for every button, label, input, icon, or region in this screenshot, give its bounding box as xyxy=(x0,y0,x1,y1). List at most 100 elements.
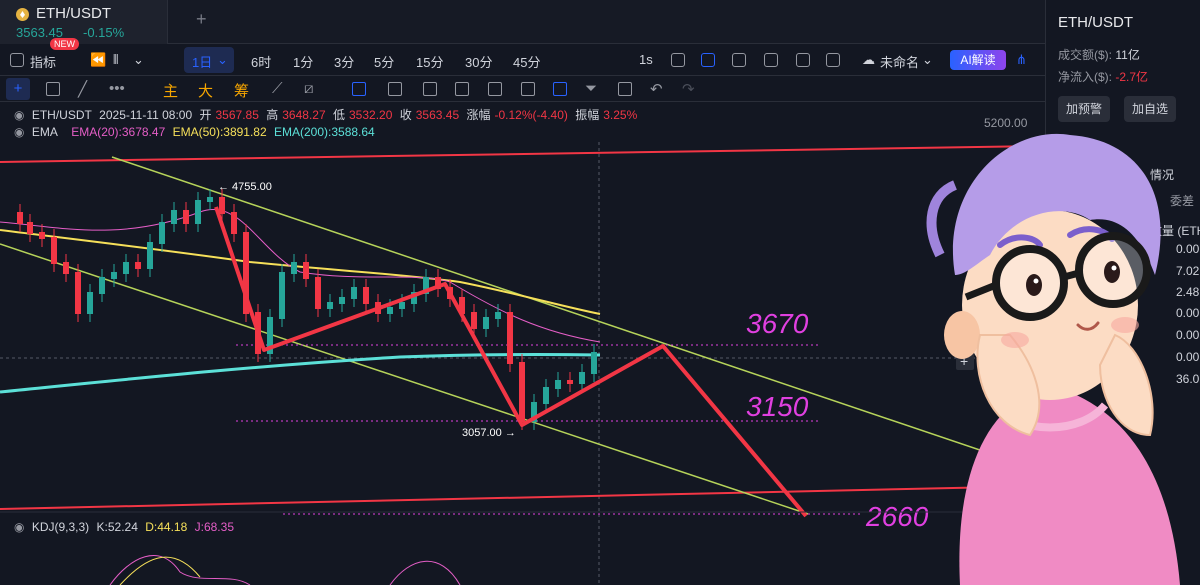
panel-value-6: 36.02 xyxy=(1176,372,1200,386)
brush-icon[interactable] xyxy=(423,82,437,96)
tool-big-order[interactable]: 大 xyxy=(198,83,214,100)
eye-icon[interactable] xyxy=(521,82,535,96)
forecast-zigzag xyxy=(214,206,808,518)
candle-body xyxy=(291,262,297,274)
turnover-label: 成交额($): xyxy=(1058,48,1113,62)
candle-body xyxy=(243,232,249,314)
rewind-icon[interactable]: ⏪ xyxy=(90,52,107,67)
new-badge: NEW xyxy=(50,38,79,50)
candle-body xyxy=(147,242,153,269)
layout-icon[interactable] xyxy=(764,53,778,67)
add-alert-button[interactable]: 加预警 xyxy=(1058,96,1111,122)
panel-value-0: 0.00 xyxy=(1176,242,1200,256)
legend-high: 3648.27 xyxy=(282,108,326,122)
kdj-j-line xyxy=(109,555,251,585)
add-watchlist-button[interactable]: 加自选 xyxy=(1124,96,1177,122)
legend-eye-icon: ◉ xyxy=(14,108,25,122)
draw-select-icon[interactable] xyxy=(352,82,366,96)
kdj-d-line xyxy=(119,556,201,585)
interval-1s[interactable]: 1s xyxy=(639,52,653,67)
ema200-line xyxy=(0,352,601,394)
interval-15m[interactable]: 15分 xyxy=(416,55,444,70)
redo-icon[interactable]: ↷ xyxy=(682,81,695,98)
tab-change: -0.15% xyxy=(83,25,125,40)
rectangle-icon[interactable] xyxy=(46,82,60,96)
candle-body xyxy=(351,287,357,299)
candle-body xyxy=(435,277,441,289)
price-chart[interactable]: ◉ ETH/USDT 2025-11-11 08:00 开 3567.85 高 36… xyxy=(0,102,1045,585)
trendline-icon[interactable]: ╱ xyxy=(78,81,88,98)
low-marker: 3057.00 → xyxy=(462,427,516,439)
fullscreen-icon[interactable] xyxy=(826,53,840,67)
candle-body xyxy=(135,262,141,269)
legend-open-label: 开 xyxy=(199,108,212,122)
cloud-icon[interactable]: ☁ xyxy=(862,52,875,67)
filter-icon[interactable]: ⏷ xyxy=(585,80,598,97)
indicators-button[interactable]: 指标 xyxy=(30,55,57,70)
candle-body xyxy=(231,212,237,234)
eraser-icon[interactable] xyxy=(388,82,402,96)
interval-chevron-icon[interactable]: ⌄ xyxy=(217,52,228,67)
layout-name[interactable]: 未命名 xyxy=(880,55,920,70)
symbol-tab[interactable]: ETH/USDT 3563.45 -0.15% xyxy=(0,0,168,44)
add-tab-button[interactable]: + xyxy=(196,9,207,29)
grid-icon[interactable] xyxy=(10,53,24,67)
price-axis-top: 5200.00 xyxy=(984,116,1028,130)
legend-low: 3532.20 xyxy=(349,108,393,122)
hair xyxy=(952,133,1161,275)
share-icon[interactable]: ⋔ xyxy=(1016,52,1027,67)
candle-body xyxy=(219,197,225,214)
candle-body xyxy=(495,312,501,319)
ema200-value: EMA(200):3588.64 xyxy=(274,125,375,139)
interval-5m[interactable]: 5分 xyxy=(374,55,395,70)
comment-icon[interactable] xyxy=(732,53,746,67)
candle-body xyxy=(87,292,93,314)
layout-chevron-icon[interactable]: ⌄ xyxy=(922,52,933,67)
panel-committee: 委差 xyxy=(1170,194,1195,208)
bars-icon[interactable]: ⫴ xyxy=(113,52,119,67)
ai-analysis-button[interactable]: AI解读 xyxy=(950,50,1006,70)
legend-chg: -0.12%(-4.40) xyxy=(494,108,568,122)
candle-body xyxy=(17,212,23,224)
tool-chip[interactable]: 筹 xyxy=(234,83,250,100)
candle-body xyxy=(363,287,369,304)
camera-icon[interactable] xyxy=(671,53,685,67)
magnet-icon[interactable] xyxy=(553,82,567,96)
candle-body xyxy=(27,222,33,234)
legend-symbol: ETH/USDT xyxy=(31,108,92,122)
candles-icon[interactable] xyxy=(455,82,469,96)
target-label-3670: 3670 xyxy=(746,308,809,339)
candle-body xyxy=(195,200,201,224)
ethereum-icon xyxy=(16,8,29,21)
pen-icon[interactable] xyxy=(701,53,715,67)
tool-main-force[interactable]: 主 xyxy=(163,83,179,100)
interval-30m[interactable]: 30分 xyxy=(465,55,493,70)
ruler-icon[interactable]: ⟋ xyxy=(272,80,283,97)
lower-green-trendline xyxy=(0,243,809,515)
chevron-down-icon[interactable]: ⌄ xyxy=(133,52,144,67)
interval-6h[interactable]: 6时 xyxy=(251,55,272,70)
ema50-value: EMA(50):3891.82 xyxy=(172,125,267,139)
chart-canvas: ← 4755.00 3057.00 → 3670 3150 2660 + xyxy=(0,142,1045,585)
measure-icon[interactable]: ⧄ xyxy=(304,80,314,97)
chart-toolbar: 指标 NEW ⏪ ⫴ ⌄ 1日 ⌄ 6时 1分 3分 5分 15分 30分 45… xyxy=(0,38,1045,76)
lock-icon[interactable] xyxy=(488,82,502,96)
settings-icon[interactable] xyxy=(796,53,810,67)
interval-45m[interactable]: 45分 xyxy=(513,55,541,70)
upper-red-channel xyxy=(0,145,1045,163)
undo-icon[interactable]: ↶ xyxy=(650,81,663,98)
more-tools-icon[interactable]: ••• xyxy=(109,80,125,97)
candle-body xyxy=(63,262,69,274)
crosshair-icon[interactable]: + xyxy=(6,78,30,100)
candle-body xyxy=(399,302,405,309)
tab-price: 3563.45 xyxy=(16,25,63,40)
panel-value-4: 0.00 xyxy=(1176,328,1200,342)
interval-1m[interactable]: 1分 xyxy=(293,55,314,70)
panel-value-5: 0.00 xyxy=(1176,350,1200,364)
netflow-value: -2.7亿 xyxy=(1115,70,1149,84)
interval-3m[interactable]: 3分 xyxy=(334,55,355,70)
panel-section-title[interactable]: 情况 xyxy=(1150,168,1175,182)
trash-icon[interactable] xyxy=(618,82,632,96)
interval-1d[interactable]: 1日 xyxy=(192,55,213,70)
ema-eye-icon: ◉ xyxy=(14,125,25,139)
